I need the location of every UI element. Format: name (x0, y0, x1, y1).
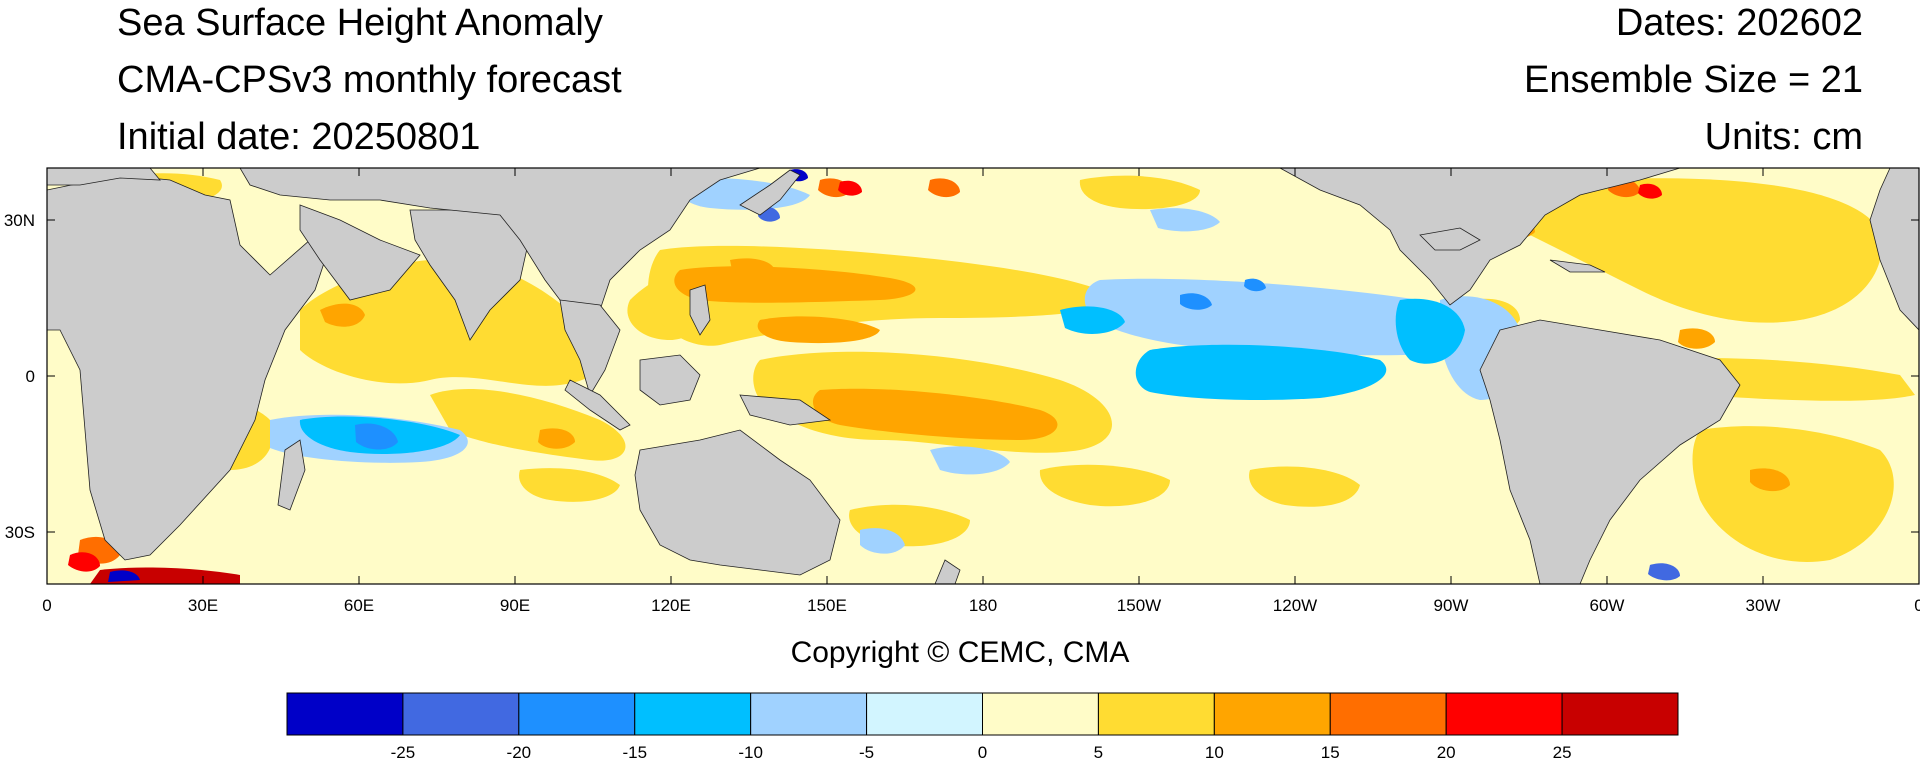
land-masses (47, 168, 1919, 584)
model-subtitle: CMA-CPSv3 monthly forecast (117, 59, 622, 101)
colorbar: -25 -20 -15 -10 -5 0 5 10 15 20 25 (286, 692, 1679, 762)
colorbar-label: -20 (507, 743, 532, 762)
colorbar-swatch (1213, 692, 1331, 736)
moderate-warm-patches (320, 218, 1790, 492)
cuba (1549, 259, 1606, 273)
madagascar (277, 439, 306, 511)
colorbar-label: 5 (1094, 743, 1103, 762)
colorbar-label: 15 (1321, 743, 1340, 762)
colorbar-swatch (1097, 692, 1215, 736)
lon-tick-label: 90W (1434, 596, 1469, 615)
colorbar-label: 0 (978, 743, 987, 762)
colorbar-swatch (286, 692, 404, 736)
lon-tick-label: 60W (1590, 596, 1625, 615)
south-america (1479, 319, 1741, 584)
colorbar-swatch (1329, 692, 1447, 736)
sumatra (564, 379, 631, 431)
lon-tick-label: 90E (500, 596, 530, 615)
colorbar-label: -5 (859, 743, 874, 762)
arabia (299, 204, 421, 301)
copyright-notice: Copyright © CEMC, CMA (790, 636, 1130, 669)
lat-tick-label: 30N (4, 211, 35, 230)
colorbar-label: 25 (1553, 743, 1572, 762)
lon-tick-label: 120W (1273, 596, 1317, 615)
colorbar-label: 10 (1205, 743, 1224, 762)
north-america (1279, 168, 1681, 306)
longitude-axis: 0 30E 60E 90E 120E 150E 180 150W 120W 90W 60W 30W 0 (42, 168, 1920, 615)
colorbar-swatch (866, 692, 983, 736)
africa (47, 174, 331, 561)
colorbar-label: -10 (738, 743, 763, 762)
dates-label: Dates: 202602 (1615, 2, 1863, 44)
colorbar-swatch (518, 692, 636, 736)
colorbar-label: -15 (622, 743, 647, 762)
lon-tick-label: 180 (969, 596, 997, 615)
ensemble-size-label: Ensemble Size = 21 (1523, 59, 1863, 101)
colorbar-swatch (750, 692, 868, 736)
lon-tick-label: 150E (807, 596, 847, 615)
colorbar-swatch (982, 692, 1099, 736)
australia (634, 429, 841, 576)
units-label: Units: cm (1704, 116, 1863, 158)
europe (47, 168, 161, 186)
lat-tick-label: 30S (5, 523, 35, 542)
indochina (559, 299, 621, 396)
colorbar-swatch (1445, 692, 1563, 736)
africa-east (1869, 168, 1919, 331)
colorbar-swatch (634, 692, 752, 736)
lon-tick-label: 120E (651, 596, 691, 615)
lon-tick-label: 30W (1746, 596, 1781, 615)
colorbar-swatch (402, 692, 520, 736)
lon-tick-label: 30E (188, 596, 218, 615)
lon-tick-label: 0 (1914, 596, 1920, 615)
new-zealand (934, 559, 961, 584)
japan (739, 169, 801, 216)
new-guinea (739, 394, 832, 426)
florida-gulf (1419, 227, 1481, 251)
map-title: Sea Surface Height Anomaly (117, 2, 603, 44)
lon-tick-label: 0 (42, 596, 51, 615)
strong-cool-patches (355, 278, 1266, 450)
colorbar-swatch (1561, 692, 1679, 736)
latitude-axis: 30N 0 30S (4, 211, 1919, 542)
lon-tick-label: 150W (1117, 596, 1161, 615)
lat-tick-label: 0 (26, 367, 35, 386)
colorbar-label: -25 (391, 743, 416, 762)
philippines (689, 284, 711, 336)
lon-tick-label: 60E (344, 596, 374, 615)
borneo (639, 354, 701, 406)
initial-date-label: Initial date: 20250801 (117, 116, 481, 158)
sst-anomaly-field (47, 168, 1919, 584)
colorbar-label: 20 (1437, 743, 1456, 762)
